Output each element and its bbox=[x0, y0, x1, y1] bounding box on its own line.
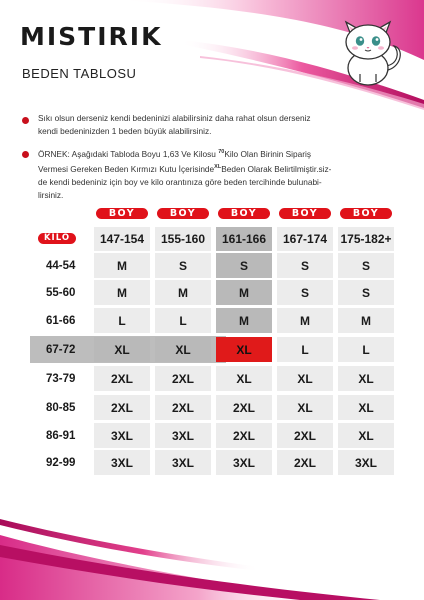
size-cell: M bbox=[338, 308, 394, 333]
size-cell: S bbox=[155, 253, 211, 278]
size-cell: 3XL bbox=[94, 423, 150, 448]
height-range-header: 161-166 bbox=[216, 227, 272, 251]
size-cell: XL bbox=[338, 423, 394, 448]
bottom-swoosh-decoration bbox=[0, 519, 380, 600]
brand-logo-text: MISTIRIK bbox=[20, 22, 163, 51]
height-range-header: 147-154 bbox=[94, 227, 150, 251]
size-cell: M bbox=[216, 280, 272, 305]
note-bullet-2 bbox=[22, 151, 29, 158]
note-example-size: XL bbox=[214, 163, 222, 170]
size-cell: M bbox=[94, 280, 150, 305]
size-cell: 2XL bbox=[94, 395, 150, 420]
size-cell: S bbox=[338, 253, 394, 278]
size-cell: 3XL bbox=[338, 450, 394, 475]
size-cell: 3XL bbox=[216, 450, 272, 475]
weight-range-label: 55-60 bbox=[46, 286, 76, 299]
size-cell: 2XL bbox=[216, 395, 272, 420]
size-cell: 2XL bbox=[277, 450, 333, 475]
size-cell: XL bbox=[155, 337, 211, 362]
size-cell: 2XL bbox=[94, 366, 150, 391]
size-cell: M bbox=[155, 280, 211, 305]
note-example-text: Kilo Olan Birinin Sipariş bbox=[224, 148, 312, 159]
size-cell: S bbox=[277, 280, 333, 305]
boy-label-pill: BOY bbox=[157, 208, 209, 219]
size-cell: L bbox=[277, 337, 333, 362]
note-example-line-3: de kendi bedeniniz için boy ve kilo oran… bbox=[38, 176, 322, 187]
weight-range-label: 86-91 bbox=[46, 429, 76, 442]
note-example: ÖRNEK: Aşağıdaki Tabloda Boyu 1,63 Ve Ki… bbox=[38, 146, 331, 202]
size-cell: L bbox=[94, 308, 150, 333]
weight-range-label: 44-54 bbox=[46, 259, 76, 272]
size-cell: 2XL bbox=[277, 423, 333, 448]
size-cell: 3XL bbox=[155, 423, 211, 448]
boy-label-pill: BOY bbox=[279, 208, 331, 219]
note-example-text: Vermesi Gereken Beden Kırmızı Kutu İçeri… bbox=[38, 163, 215, 174]
note-fit-line-1: Sıkı olsun derseniz kendi bedeninizi ala… bbox=[38, 113, 311, 123]
size-cell: XL bbox=[277, 366, 333, 391]
size-cell: 3XL bbox=[155, 450, 211, 475]
note-example-text: Beden Olarak Belirtilmiştir.siz- bbox=[221, 163, 332, 174]
boy-label-pill: BOY bbox=[96, 208, 148, 219]
height-range-header: 155-160 bbox=[155, 227, 211, 251]
cat-mascot-icon bbox=[344, 20, 401, 86]
note-example-text: ÖRNEK: Aşağıdaki Tabloda Boyu 1,63 Ve Ki… bbox=[38, 148, 219, 159]
size-cell: M bbox=[94, 253, 150, 278]
note-example-line-4: lirsiniz. bbox=[38, 189, 64, 200]
weight-range-label: 92-99 bbox=[46, 456, 76, 469]
size-cell: M bbox=[216, 308, 272, 333]
size-cell: XL bbox=[216, 366, 272, 391]
size-cell: S bbox=[216, 253, 272, 278]
note-bullet-1 bbox=[22, 117, 29, 124]
size-cell: S bbox=[338, 280, 394, 305]
note-example-line-1: ÖRNEK: Aşağıdaki Tabloda Boyu 1,63 Ve Ki… bbox=[38, 146, 331, 161]
weight-range-label: 67-72 bbox=[46, 343, 76, 356]
page-subtitle: BEDEN TABLOSU bbox=[22, 66, 137, 81]
size-cell: 2XL bbox=[155, 366, 211, 391]
weight-range-label: 61-66 bbox=[46, 314, 76, 327]
height-range-header: 167-174 bbox=[277, 227, 333, 251]
boy-label-pill: BOY bbox=[218, 208, 270, 219]
weight-range-label: 80-85 bbox=[46, 401, 76, 414]
size-cell: M bbox=[277, 308, 333, 333]
size-cell: L bbox=[338, 337, 394, 362]
note-example-weight: 70 bbox=[218, 149, 225, 155]
size-cell: L bbox=[155, 308, 211, 333]
note-fit-line-2: kendi bedeninizden 1 beden büyük alabili… bbox=[38, 126, 212, 136]
highlighted-size-cell: XL bbox=[216, 337, 272, 362]
size-cell: 3XL bbox=[94, 450, 150, 475]
note-example-line-2: Vermesi Gereken Beden Kırmızı Kutu İçeri… bbox=[38, 161, 331, 176]
size-cell: XL bbox=[277, 395, 333, 420]
size-cell: 2XL bbox=[216, 423, 272, 448]
size-cell: XL bbox=[338, 366, 394, 391]
weight-range-label: 73-79 bbox=[46, 372, 76, 385]
height-range-header: 175-182+ bbox=[338, 227, 394, 251]
size-cell: 2XL bbox=[155, 395, 211, 420]
size-cell: S bbox=[277, 253, 333, 278]
boy-label-pill: BOY bbox=[340, 208, 392, 219]
kilo-label-pill: KİLO bbox=[38, 233, 76, 244]
note-fit-advice: Sıkı olsun derseniz kendi bedeninizi ala… bbox=[38, 112, 311, 138]
size-cell: XL bbox=[338, 395, 394, 420]
size-cell: XL bbox=[94, 337, 150, 362]
